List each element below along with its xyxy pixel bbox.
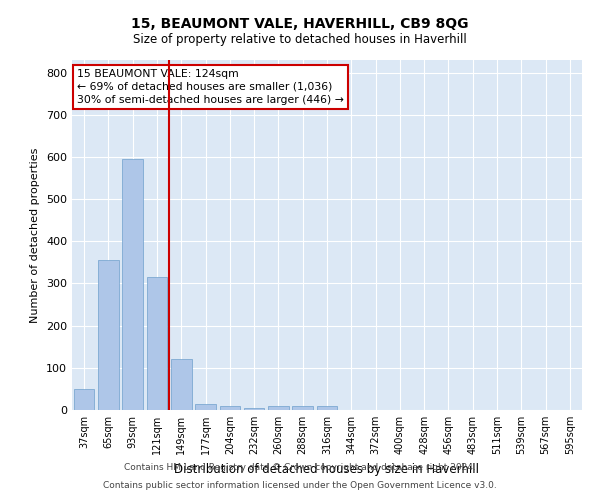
Bar bbox=[292, 406, 313, 410]
Text: 15 BEAUMONT VALE: 124sqm
← 69% of detached houses are smaller (1,036)
30% of sem: 15 BEAUMONT VALE: 124sqm ← 69% of detach… bbox=[77, 69, 344, 105]
Y-axis label: Number of detached properties: Number of detached properties bbox=[31, 148, 40, 322]
Bar bbox=[74, 389, 94, 410]
Bar bbox=[146, 277, 167, 410]
Text: Contains public sector information licensed under the Open Government Licence v3: Contains public sector information licen… bbox=[103, 481, 497, 490]
Bar bbox=[195, 404, 216, 410]
Bar bbox=[244, 408, 265, 410]
Bar bbox=[268, 406, 289, 410]
Text: 15, BEAUMONT VALE, HAVERHILL, CB9 8QG: 15, BEAUMONT VALE, HAVERHILL, CB9 8QG bbox=[131, 18, 469, 32]
Bar bbox=[317, 406, 337, 410]
Text: Contains HM Land Registry data © Crown copyright and database right 2024.: Contains HM Land Registry data © Crown c… bbox=[124, 464, 476, 472]
Bar bbox=[220, 406, 240, 410]
Text: Size of property relative to detached houses in Haverhill: Size of property relative to detached ho… bbox=[133, 32, 467, 46]
Bar bbox=[171, 360, 191, 410]
X-axis label: Distribution of detached houses by size in Haverhill: Distribution of detached houses by size … bbox=[175, 462, 479, 475]
Bar bbox=[98, 260, 119, 410]
Bar bbox=[122, 159, 143, 410]
